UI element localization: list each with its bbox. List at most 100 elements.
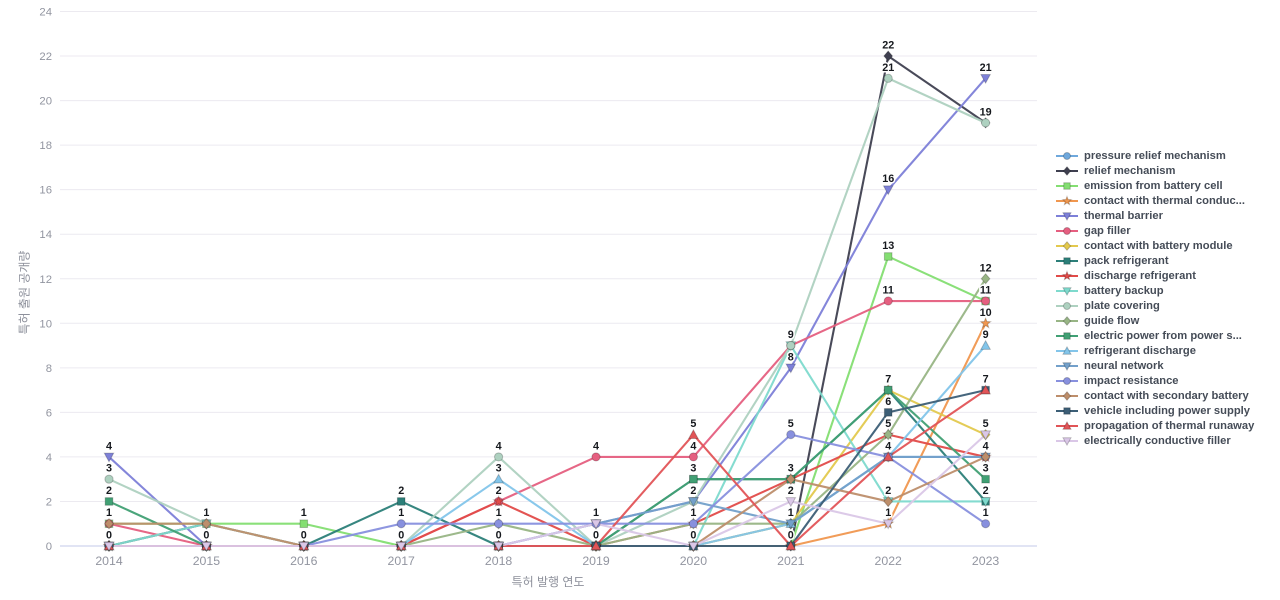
series-marker xyxy=(396,497,406,506)
legend-marker-icon xyxy=(1056,436,1078,446)
y-tick-label: 6 xyxy=(46,407,52,419)
series-marker xyxy=(200,541,212,552)
legend-item-label: emission from battery cell xyxy=(1084,179,1223,192)
series-marker xyxy=(980,451,991,463)
point-value-label: 3 xyxy=(788,463,794,475)
point-value-label: 7 xyxy=(885,374,891,386)
legend-item[interactable]: gap filler xyxy=(1054,223,1254,238)
series-marker xyxy=(786,340,796,351)
legend-item-label: pressure relief mechanism xyxy=(1084,149,1226,162)
legend-item[interactable]: impact resistance xyxy=(1054,373,1254,388)
point-value-label: 4 xyxy=(690,440,696,452)
series-marker xyxy=(591,452,601,462)
series-marker xyxy=(883,495,894,508)
series-marker xyxy=(1062,211,1072,221)
x-tick-label: 2017 xyxy=(388,554,416,568)
legend-item[interactable]: neural network xyxy=(1054,358,1254,373)
series-marker xyxy=(883,385,893,395)
legend-marker-icon xyxy=(1056,240,1078,251)
point-value-label: 0 xyxy=(788,530,794,542)
point-value-label: 1 xyxy=(983,507,989,519)
point-value-label: 3 xyxy=(106,463,112,475)
series-marker xyxy=(104,517,114,530)
point-value-label: 6 xyxy=(885,396,891,408)
series-marker xyxy=(980,272,991,285)
legend-marker-icon xyxy=(1056,345,1078,355)
y-tick-label: 10 xyxy=(39,318,52,330)
point-value-label: 1 xyxy=(398,507,404,519)
legend-item-label: relief mechanism xyxy=(1084,164,1176,177)
x-tick-label: 2023 xyxy=(972,554,1000,568)
legend-item[interactable]: contact with secondary battery xyxy=(1054,388,1254,403)
legend-item[interactable]: refrigerant discharge xyxy=(1054,343,1254,358)
legend: pressure relief mechanism relief mechanis… xyxy=(1054,148,1254,448)
point-value-label: 1 xyxy=(301,507,307,519)
point-value-label: 0 xyxy=(301,530,307,542)
y-tick-label: 24 xyxy=(39,7,52,19)
legend-item[interactable]: plate covering xyxy=(1054,298,1254,313)
series-marker xyxy=(1062,390,1072,401)
legend-item[interactable]: pack refrigerant xyxy=(1054,253,1254,268)
series-marker xyxy=(494,452,504,462)
legend-item[interactable]: guide flow xyxy=(1054,313,1254,328)
legend-item-label: propagation of thermal runaway xyxy=(1084,419,1255,432)
legend-item[interactable]: contact with battery module xyxy=(1054,238,1254,253)
legend-item[interactable]: emission from battery cell xyxy=(1054,178,1254,193)
series-marker xyxy=(785,473,796,485)
series-marker xyxy=(882,519,894,530)
point-value-label: 4 xyxy=(106,440,112,452)
legend-item-label: discharge refrigerant xyxy=(1084,269,1196,282)
legend-item-label: contact with thermal conduc... xyxy=(1084,194,1245,207)
series-marker xyxy=(1063,331,1071,340)
x-tick-label: 2015 xyxy=(193,554,221,568)
legend-marker-icon xyxy=(1056,269,1078,281)
legend-item-label: battery backup xyxy=(1084,284,1164,297)
legend-item[interactable]: battery backup xyxy=(1054,283,1254,298)
legend-marker-icon xyxy=(1056,256,1078,265)
x-tick-label: 2018 xyxy=(485,554,513,568)
legend-item[interactable]: discharge refrigerant xyxy=(1054,268,1254,283)
y-tick-label: 8 xyxy=(46,363,52,375)
series-marker xyxy=(883,428,894,441)
legend-marker-icon xyxy=(1056,286,1078,296)
series-marker xyxy=(785,540,797,551)
legend-item[interactable]: electric power from power s... xyxy=(1054,328,1254,343)
series-marker xyxy=(1062,345,1072,355)
point-value-label: 9 xyxy=(983,329,989,341)
legend-item-label: electric power from power s... xyxy=(1084,329,1242,342)
legend-item[interactable]: propagation of thermal runaway xyxy=(1054,418,1254,433)
legend-item-label: electrically conductive filler xyxy=(1084,434,1231,447)
point-value-label: 4 xyxy=(593,440,599,452)
point-value-label: 3 xyxy=(690,463,696,475)
legend-item[interactable]: relief mechanism xyxy=(1054,163,1254,178)
series-marker xyxy=(1063,406,1071,415)
point-value-label: 1 xyxy=(788,507,794,519)
y-tick-label: 14 xyxy=(39,229,52,241)
legend-item[interactable]: contact with thermal conduc... xyxy=(1054,193,1254,208)
point-value-label: 3 xyxy=(496,463,502,475)
legend-marker-icon xyxy=(1056,361,1078,371)
series-marker xyxy=(883,252,893,261)
series-marker xyxy=(980,339,992,350)
series-marker xyxy=(1062,315,1072,326)
series-marker xyxy=(201,517,212,530)
series-marker xyxy=(103,452,115,463)
legend-item[interactable]: thermal barrier xyxy=(1054,208,1254,223)
x-tick-label: 2021 xyxy=(777,554,805,568)
point-value-label: 1 xyxy=(690,507,696,519)
legend-item[interactable]: electrically conductive filler xyxy=(1054,433,1254,448)
legend-marker-icon xyxy=(1056,194,1078,206)
legend-item[interactable]: pressure relief mechanism xyxy=(1054,148,1254,163)
legend-item-label: impact resistance xyxy=(1084,374,1179,387)
legend-item[interactable]: vehicle including power supply xyxy=(1054,403,1254,418)
series-marker xyxy=(1063,256,1071,265)
point-value-label: 2 xyxy=(885,485,891,497)
series-line xyxy=(107,77,987,548)
series-marker xyxy=(786,430,796,440)
point-value-label: 2 xyxy=(690,485,696,497)
series-marker xyxy=(687,428,699,439)
y-tick-label: 20 xyxy=(39,96,52,108)
series-marker xyxy=(980,497,992,508)
point-value-label: 5 xyxy=(983,418,989,430)
legend-item-label: guide flow xyxy=(1084,314,1140,327)
